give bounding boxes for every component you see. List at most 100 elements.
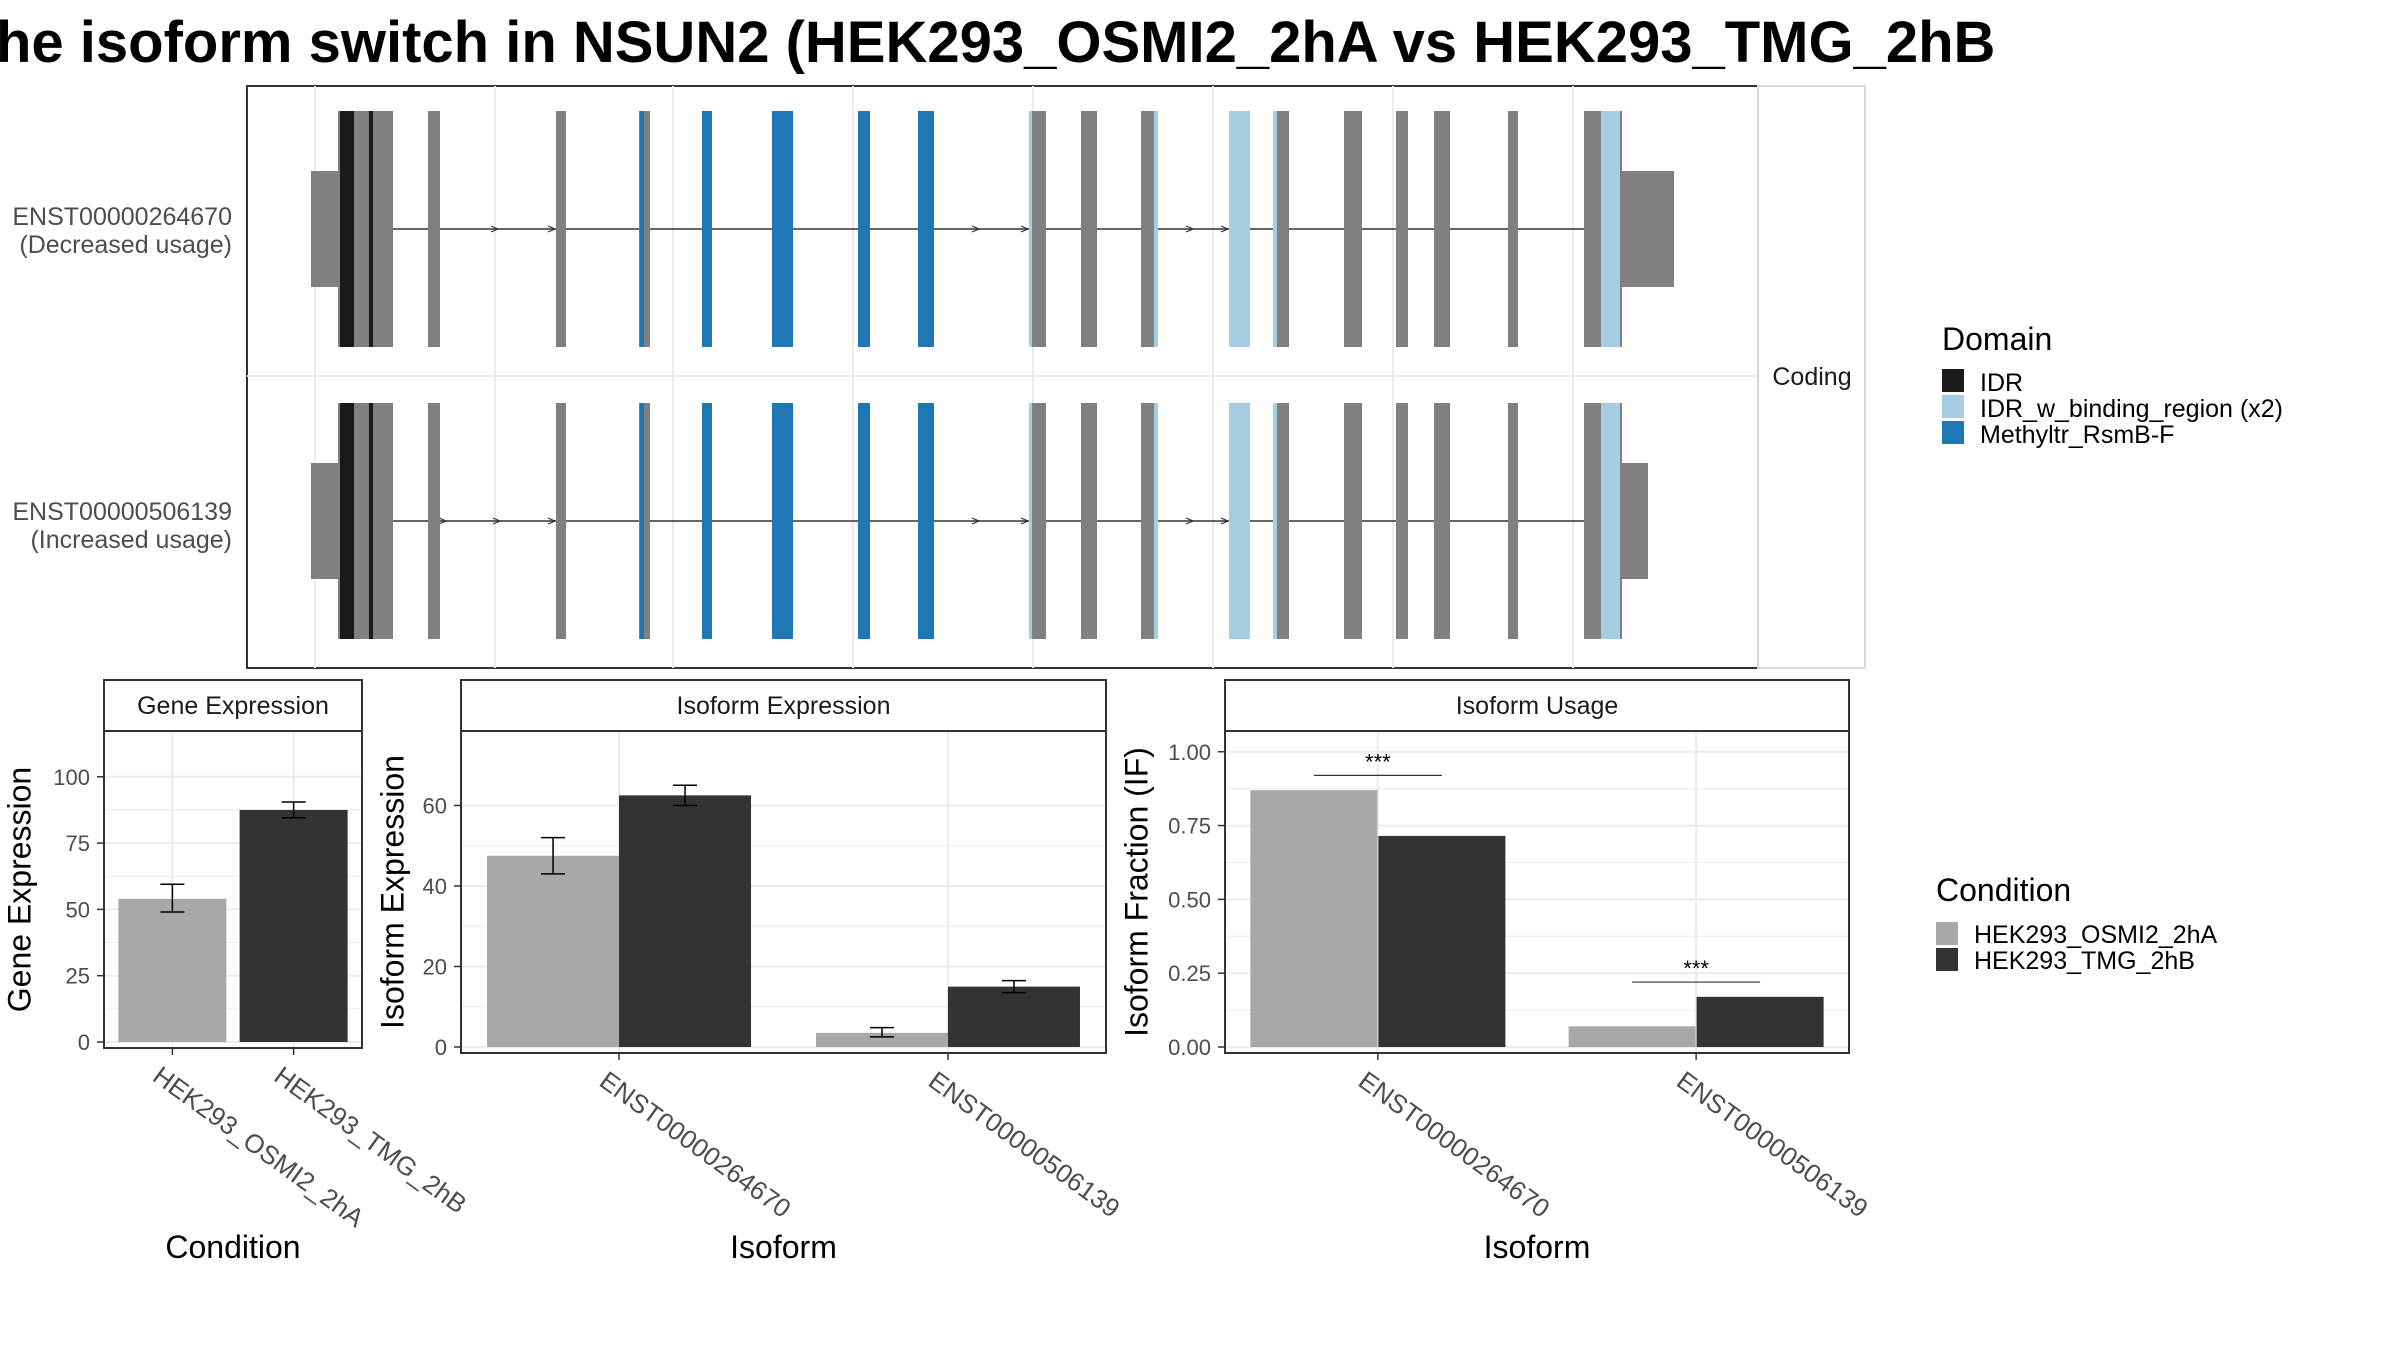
exon — [1396, 403, 1408, 639]
y-tick-label: 25 — [66, 964, 90, 989]
utr-3prime — [1620, 171, 1674, 287]
bar-cond-a — [487, 855, 620, 1047]
x-tick-label: ENST00000264670 — [594, 1065, 796, 1224]
exon-domain-bind — [1601, 403, 1620, 639]
panel-isoform-expression: 0 20 40 60 Isoform Expression ENST00000264670… — [374, 679, 1126, 1265]
intron-arrow — [971, 225, 981, 233]
bar-cond-b — [239, 809, 348, 1042]
intron-arrow — [1185, 225, 1195, 233]
y-tick-label: 0.50 — [1168, 887, 1211, 912]
x-tick-label: ENST00000506139 — [923, 1065, 1125, 1224]
bar-cond-b — [1378, 835, 1506, 1047]
legend-label-methyltr: Methyltr_RsmB-F — [1980, 421, 2174, 449]
legend-domain-title: Domain — [1942, 321, 2052, 357]
y-tick-label: 1.00 — [1168, 740, 1211, 765]
legend-swatch-idr-binding — [1942, 395, 1964, 418]
exon — [556, 403, 566, 639]
utr-5prime — [311, 463, 341, 579]
transcript-id-1: ENST00000264670 — [12, 203, 232, 231]
y-tick-label: 0 — [78, 1030, 90, 1055]
exon-domain-edge — [1029, 403, 1032, 639]
intron-arrow — [1220, 517, 1230, 525]
strip-box — [1224, 679, 1850, 732]
intron-arrow — [492, 517, 502, 525]
bar-cond-a — [815, 1032, 948, 1047]
domain-idr — [369, 111, 373, 347]
intron-arrow — [490, 225, 500, 233]
strip-label: Isoform Usage — [1456, 692, 1619, 720]
exon-domain-meth — [918, 403, 934, 639]
exon — [639, 403, 650, 639]
intron-arrow — [547, 225, 557, 233]
exon — [1344, 111, 1362, 347]
exon-domain-edge — [1273, 403, 1277, 639]
exon — [1275, 111, 1289, 347]
exon-domain-edge — [1273, 111, 1277, 347]
x-axis-title: Isoform — [1484, 1229, 1591, 1265]
y-tick-label: 20 — [423, 954, 447, 979]
domain-idr — [369, 403, 373, 639]
exon-domain-edge — [640, 403, 644, 639]
y-axis-title: Gene Expression — [1, 767, 37, 1012]
exon-domain-meth — [702, 403, 712, 639]
figure-title: he isoform switch in NSUN2 (HEK293_OSMI2… — [0, 10, 1995, 75]
y-tick-label: 50 — [66, 897, 90, 922]
transcript-panel: Coding — [246, 85, 1866, 669]
exon — [1344, 403, 1362, 639]
bar-cond-b — [619, 795, 752, 1047]
x-tick-label: ENST00000506139 — [1671, 1065, 1873, 1224]
exon — [1032, 111, 1046, 347]
x-tick-label: ENST00000264670 — [1353, 1065, 1555, 1224]
legend-condition: Condition HEK293_OSMI2_2hA HEK293_TMG_2h… — [1936, 872, 2218, 975]
transcript-note-1: (Decreased usage) — [19, 231, 232, 259]
intron-arrow — [1220, 225, 1230, 233]
strip-box — [103, 679, 363, 732]
strip-box — [460, 679, 1107, 732]
intron-arrow — [1020, 225, 1030, 233]
exon-domain-edge — [640, 111, 644, 347]
transcript-id-2: ENST00000506139 — [12, 498, 232, 526]
intron-arrow — [1020, 517, 1030, 525]
exon — [1434, 403, 1450, 639]
y-tick-label: 100 — [53, 765, 90, 790]
exon-domain-meth — [772, 111, 793, 347]
transcript-row-1 — [311, 111, 1674, 347]
exon-domain-edge — [1029, 111, 1032, 347]
exon-domain-meth — [772, 403, 793, 639]
exon — [1508, 111, 1518, 347]
utr-3prime — [1620, 463, 1648, 579]
exon — [556, 111, 566, 347]
y-tick-label: 75 — [66, 831, 90, 856]
exon — [1141, 403, 1157, 639]
y-axis-title: Isoform Expression — [374, 755, 410, 1029]
exon — [1141, 111, 1157, 347]
x-tick-label: HEK293_OSMI2_2hA — [148, 1060, 371, 1233]
exon-domain-bind — [1229, 403, 1250, 639]
exon — [1508, 403, 1518, 639]
exon-domain-edge — [1154, 111, 1158, 347]
legend-label-cond-b: HEK293_TMG_2hB — [1974, 947, 2195, 975]
y-tick-label: 0.25 — [1168, 961, 1211, 986]
panel-isoform-usage: 0.00 0.25 0.50 0.75 1.00 *** *** Isoform Usage E… — [1118, 679, 1874, 1265]
intron-arrow — [547, 517, 557, 525]
legend-label-cond-a: HEK293_OSMI2_2hA — [1974, 921, 2218, 949]
bar-cond-b — [947, 986, 1080, 1047]
exon-domain-meth — [702, 111, 712, 347]
legend-condition-title: Condition — [1936, 872, 2071, 908]
exon-domain-bind — [1601, 111, 1620, 347]
exon — [639, 111, 650, 347]
exon-domain-meth — [858, 111, 870, 347]
legend-label-idr-binding: IDR_w_binding_region (x2) — [1980, 395, 2283, 423]
legend-swatch-idr — [1942, 369, 1964, 392]
y-tick-label: 0 — [435, 1035, 447, 1060]
strip-label: Isoform Expression — [677, 692, 891, 720]
utr-5prime — [311, 171, 341, 287]
legend-swatch-cond-a — [1936, 922, 1958, 945]
exon — [1275, 403, 1289, 639]
domain-idr — [340, 403, 354, 639]
x-axis-title: Isoform — [730, 1229, 837, 1265]
exon — [1081, 403, 1097, 639]
x-tick-label: HEK293_TMG_2hB — [269, 1060, 473, 1219]
y-axis-title: Isoform Fraction (IF) — [1118, 747, 1154, 1037]
